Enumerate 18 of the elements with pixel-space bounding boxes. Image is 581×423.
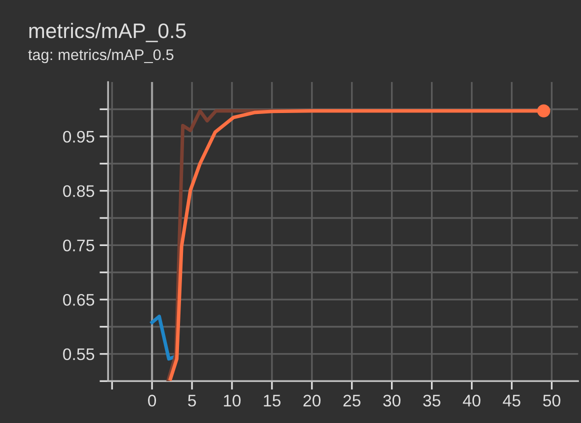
x-tick-label: 45	[502, 394, 520, 407]
x-tick-label: 25	[343, 394, 360, 407]
x-tick-label: 20	[303, 394, 321, 407]
x-tick-label: 5	[188, 394, 196, 407]
x-tick-label: 35	[423, 394, 440, 407]
chart-subtitle: tag: metrics/mAP_0.5	[28, 48, 174, 64]
x-tick-label: 40	[462, 394, 480, 407]
y-tick-label: 0.55	[63, 348, 94, 360]
y-tick-label: 0.85	[63, 185, 94, 198]
x-tick-label: 0	[148, 394, 156, 407]
x-tick-label: 50	[543, 394, 560, 407]
y-tick-label: 0.75	[63, 240, 94, 252]
x-tick-label: 30	[383, 394, 400, 407]
x-tick-label: 10	[224, 394, 241, 407]
chart-title: metrics/mAP_0.5	[29, 22, 186, 42]
y-tick-label: 0.65	[63, 294, 94, 306]
x-tick-label: 15	[264, 394, 281, 407]
y-tick-label: 0.95	[63, 130, 94, 143]
